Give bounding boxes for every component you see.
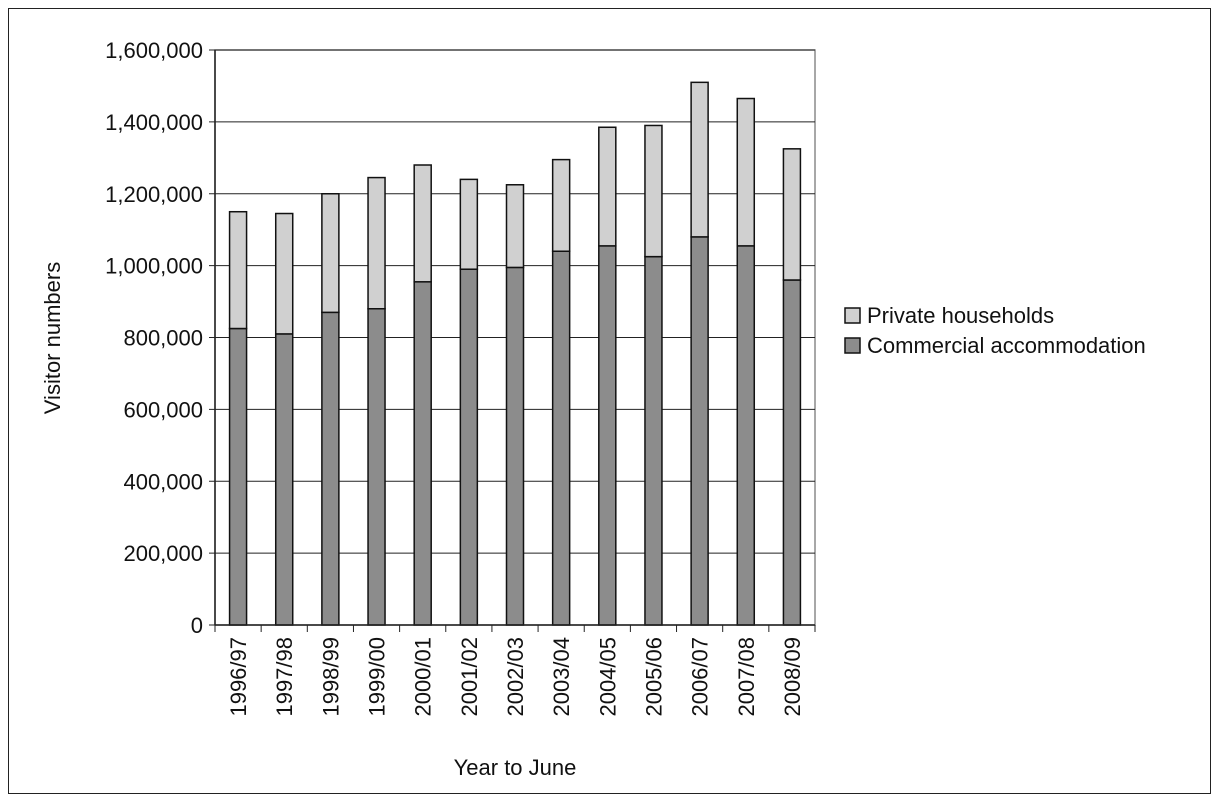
x-axis-label: Year to June	[454, 755, 577, 780]
bar-private-households	[505, 184, 525, 269]
legend-swatch	[844, 307, 861, 324]
y-tick-label: 0	[191, 613, 203, 638]
bar-commercial-accommodation	[274, 333, 294, 626]
y-tick-labels: 0 200,000 400,000 600,000 800,000 1,000,000 1,…	[105, 38, 203, 638]
bar-private-households	[598, 126, 617, 247]
x-tick-label: 2004/05	[595, 637, 620, 717]
axes	[209, 49, 816, 632]
legend-label: Commercial accommodation	[867, 333, 1146, 358]
bar-commercial-accommodation	[598, 245, 617, 626]
y-tick-label: 1,600,000	[105, 38, 203, 63]
x-tick-label: 2001/02	[457, 637, 482, 717]
y-tick-label: 1,000,000	[105, 254, 203, 279]
bar-private-households	[367, 176, 386, 310]
bar-private-households	[644, 124, 663, 258]
bar-commercial-accommodation	[690, 236, 709, 626]
x-tick-label: 2008/09	[780, 637, 805, 717]
bar-private-households	[228, 210, 248, 330]
y-tick-label: 600,000	[123, 397, 203, 422]
bar-private-households	[782, 148, 802, 281]
x-tick-label: 2003/04	[549, 637, 574, 717]
y-tick-label: 1,200,000	[105, 182, 203, 207]
bar-private-households	[413, 164, 432, 283]
bar-private-households	[321, 193, 340, 314]
bar-commercial-accommodation	[367, 308, 386, 626]
bar-private-households	[551, 158, 571, 252]
bar-commercial-accommodation	[736, 245, 756, 626]
y-tick-label: 200,000	[123, 541, 203, 566]
y-tick-label: 400,000	[123, 469, 203, 494]
bar-commercial-accommodation	[228, 327, 248, 626]
bar-commercial-accommodation	[644, 255, 663, 626]
bar-private-households	[274, 212, 294, 335]
bar-commercial-accommodation	[551, 250, 571, 626]
bar-commercial-accommodation	[413, 281, 432, 626]
y-axis-label: Visitor numbers	[40, 262, 65, 414]
x-tick-label: 1997/98	[272, 637, 297, 717]
bar-commercial-accommodation	[505, 266, 525, 626]
y-tick-label: 1,400,000	[105, 110, 203, 135]
bar-commercial-accommodation	[782, 279, 802, 626]
bar-private-households	[459, 178, 479, 270]
legend-label: Private households	[867, 303, 1054, 328]
x-tick-label: 2002/03	[503, 637, 528, 717]
x-tick-label: 2007/08	[734, 637, 759, 717]
x-tick-label: 1996/97	[226, 637, 251, 717]
bar-private-households	[690, 81, 709, 238]
x-tick-label: 1998/99	[318, 637, 343, 717]
x-tick-label: 2006/07	[688, 637, 713, 717]
bar-commercial-accommodation	[321, 311, 340, 626]
bar-private-households	[736, 97, 756, 247]
bars	[228, 81, 802, 626]
x-tick-label: 2005/06	[641, 637, 666, 717]
legend-swatch	[844, 337, 861, 354]
x-tick-labels: 1996/97 1997/98 1998/99 1999/00 2000/01 2001/…	[226, 637, 805, 717]
legend: Private households Commercial accommodati…	[844, 303, 1146, 358]
x-tick-label: 2000/01	[411, 637, 436, 717]
y-tick-label: 800,000	[123, 326, 203, 351]
x-tick-label: 1999/00	[365, 637, 390, 717]
bar-commercial-accommodation	[459, 268, 479, 626]
